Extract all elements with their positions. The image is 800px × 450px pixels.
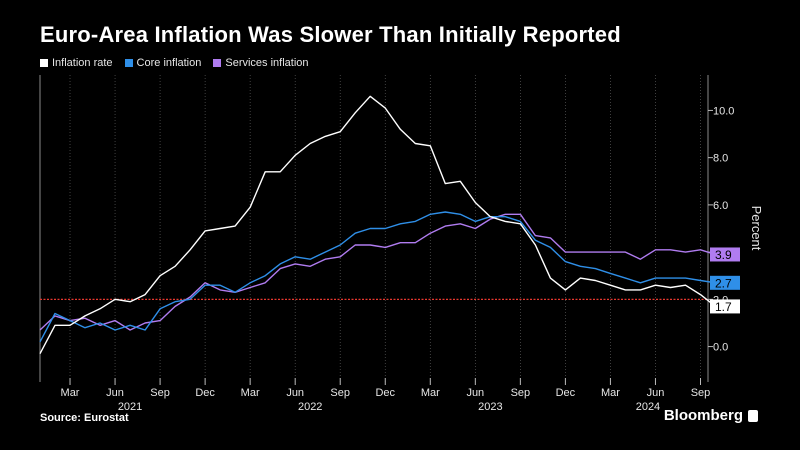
x-tick-label: Sep <box>691 387 711 399</box>
x-year-label: 2024 <box>636 401 660 413</box>
end-label-box-services-inflation <box>710 247 740 262</box>
series-line-services-inflation <box>39 213 716 331</box>
end-label-inflation-rate: 1.7 <box>715 300 732 314</box>
legend-swatch-core-inflation <box>124 59 133 67</box>
x-tick-label: Mar <box>241 387 260 399</box>
x-year-label: 2023 <box>478 401 502 413</box>
legend-label-core-inflation: Core inflation <box>136 57 202 69</box>
chart-title: Euro-Area Inflation Was Slower Than Init… <box>40 22 621 47</box>
x-tick-label: Dec <box>556 387 576 399</box>
x-tick-label: Sep <box>511 387 531 399</box>
end-label-services-inflation: 3.9 <box>715 248 732 262</box>
x-tick-label: Mar <box>421 387 440 399</box>
series-line-inflation-rate <box>39 95 716 355</box>
legend-item-core-inflation: Core inflation <box>124 57 202 69</box>
x-year-label: 2021 <box>118 401 142 413</box>
x-tick-label: Mar <box>601 387 620 399</box>
legend-item-inflation-rate: Inflation rate <box>40 57 113 69</box>
legend-swatch-services-inflation <box>213 59 222 67</box>
x-tick-label: Jun <box>647 387 665 399</box>
x-tick-label: Jun <box>106 387 124 399</box>
y-tick-label: 6.0 <box>713 200 728 212</box>
legend-label-inflation-rate: Inflation rate <box>52 57 113 69</box>
x-tick-label: Jun <box>466 387 484 399</box>
legend-swatch-inflation-rate <box>40 59 48 67</box>
brand-badge-icon <box>748 409 758 422</box>
end-label-box-core-inflation <box>710 275 740 290</box>
x-tick-label: Dec <box>375 387 395 399</box>
y-axis-label: Percent <box>749 206 764 251</box>
brand-logo: Bloomberg <box>664 407 758 424</box>
x-tick-label: Mar <box>61 387 80 399</box>
x-year-label: 2022 <box>298 401 322 413</box>
source-note: Source: Eurostat <box>40 412 129 424</box>
brand-name: Bloomberg <box>663 407 743 424</box>
legend: Inflation rate Core inflation Services i… <box>40 57 309 69</box>
series-line-core-inflation <box>39 211 716 343</box>
y-tick-label: 0.0 <box>713 342 728 354</box>
x-tick-label: Sep <box>150 387 170 399</box>
legend-item-services-inflation: Services inflation <box>213 57 309 69</box>
legend-label-services-inflation: Services inflation <box>225 57 309 69</box>
end-label-core-inflation: 2.7 <box>715 276 732 290</box>
y-tick-label: 10.0 <box>713 105 734 117</box>
x-tick-label: Jun <box>286 387 304 399</box>
y-tick-label: 8.0 <box>713 153 728 165</box>
x-tick-label: Dec <box>195 387 215 399</box>
x-tick-label: Sep <box>330 387 350 399</box>
end-label-box-inflation-rate <box>710 299 740 314</box>
